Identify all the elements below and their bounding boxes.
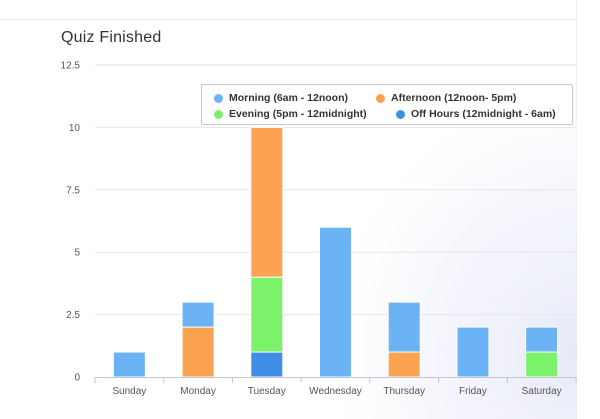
bar-sunday — [112, 351, 146, 378]
x-tick-label: Saturday — [522, 386, 562, 397]
legend-label-morning: Morning (6am - 12noon) — [229, 92, 348, 104]
bar-thursday — [387, 301, 421, 353]
y-axis-ticks: 0 2.5 5 7.5 10 12.5 — [61, 61, 81, 384]
chart-title: Quiz Finished — [61, 29, 162, 46]
legend-item-off-hours[interactable]: Off Hours (12midnight - 6am) — [396, 108, 556, 120]
legend-dot-afternoon — [376, 93, 385, 103]
legend-dot-morning — [214, 93, 223, 103]
y-tick-label: 12.5 — [61, 61, 81, 72]
x-tick-label: Thursday — [383, 386, 425, 397]
legend-item-morning[interactable]: Morning (6am - 12noon) — [214, 92, 348, 104]
bar-tuesday — [250, 126, 284, 278]
x-tick-label: Wednesday — [309, 386, 362, 397]
y-tick-label: 0 — [74, 373, 80, 384]
bar-friday — [456, 326, 490, 378]
bars — [112, 126, 559, 378]
bar-thursday — [387, 351, 421, 378]
x-tick-label: Sunday — [112, 386, 146, 397]
x-tick-label: Tuesday — [248, 386, 286, 397]
legend-label-afternoon: Afternoon (12noon- 5pm) — [391, 92, 517, 104]
x-axis: Sunday Monday Tuesday Wednesday Thursday Frid… — [94, 377, 577, 397]
bar-monday — [181, 301, 215, 328]
y-tick-label: 2.5 — [66, 310, 80, 321]
y-tick-label: 10 — [69, 123, 81, 134]
y-tick-label: 5 — [74, 248, 80, 259]
legend-item-afternoon[interactable]: Afternoon (12noon- 5pm) — [376, 92, 516, 104]
bar-monday — [181, 326, 215, 378]
bar-saturday — [525, 351, 559, 378]
bar-tuesday — [250, 351, 284, 378]
x-tick-label: Friday — [459, 386, 487, 397]
bar-tuesday — [250, 276, 284, 353]
bar-saturday — [525, 326, 559, 353]
legend-item-evening[interactable]: Evening (5pm - 12midnight) — [214, 108, 367, 120]
bar-wednesday — [319, 226, 352, 378]
legend: Morning (6am - 12noon) Afternoon (12noon… — [201, 84, 573, 125]
legend-dot-evening — [214, 109, 223, 119]
y-tick-label: 7.5 — [66, 185, 80, 196]
legend-label-evening: Evening (5pm - 12midnight) — [229, 108, 367, 120]
top-divider — [0, 19, 576, 20]
legend-dot-off-hours — [396, 109, 405, 119]
legend-label-off-hours: Off Hours (12midnight - 6am) — [411, 108, 556, 120]
x-tick-label: Monday — [180, 386, 216, 397]
